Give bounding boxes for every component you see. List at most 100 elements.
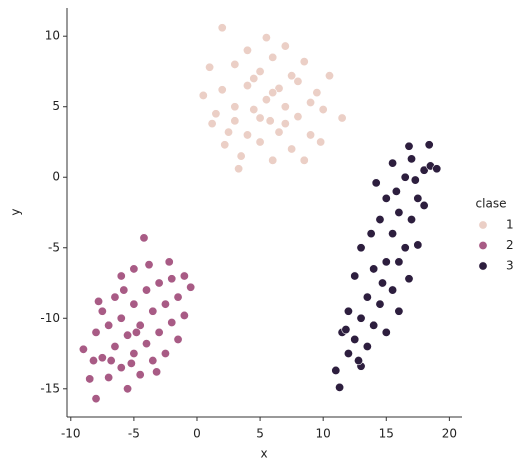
point xyxy=(350,271,360,281)
point xyxy=(413,240,423,250)
point xyxy=(407,215,417,225)
point xyxy=(280,102,290,112)
point xyxy=(400,243,410,253)
point xyxy=(316,137,326,147)
point xyxy=(154,278,164,288)
point xyxy=(404,274,414,284)
legend-marker xyxy=(478,261,488,271)
point xyxy=(419,165,429,175)
point xyxy=(139,233,149,243)
point xyxy=(97,353,107,363)
point xyxy=(293,112,303,122)
point xyxy=(419,200,429,210)
point xyxy=(106,356,116,366)
point xyxy=(242,130,252,140)
point xyxy=(230,116,240,126)
point xyxy=(207,119,217,129)
y-tick-label: -5 xyxy=(48,240,60,254)
point xyxy=(94,296,104,306)
point xyxy=(142,285,152,295)
point xyxy=(424,140,434,150)
x-tick-label: 0 xyxy=(193,427,201,441)
point xyxy=(343,306,353,316)
point xyxy=(224,127,234,137)
point xyxy=(312,88,322,98)
point xyxy=(280,119,290,129)
point xyxy=(167,274,177,284)
point xyxy=(234,164,244,174)
point xyxy=(179,310,189,320)
point xyxy=(129,299,139,309)
point xyxy=(116,313,126,323)
point xyxy=(198,90,208,100)
y-tick-label: 10 xyxy=(45,29,60,43)
point xyxy=(236,151,246,161)
point xyxy=(306,97,316,107)
point xyxy=(89,356,99,366)
point xyxy=(179,271,189,281)
point xyxy=(299,57,309,67)
point xyxy=(413,193,423,203)
point xyxy=(324,71,334,81)
point xyxy=(261,33,271,43)
point xyxy=(129,349,139,359)
legend-title: clase xyxy=(476,197,507,211)
point xyxy=(217,23,227,33)
point xyxy=(104,320,114,330)
point xyxy=(407,154,417,164)
point xyxy=(404,141,414,151)
point xyxy=(274,83,284,93)
point xyxy=(371,178,381,188)
point xyxy=(381,327,391,337)
point xyxy=(410,175,420,185)
legend-label: 3 xyxy=(506,259,514,273)
point xyxy=(129,264,139,274)
point xyxy=(160,299,170,309)
point xyxy=(268,52,278,62)
point xyxy=(110,341,120,351)
y-tick-label: 0 xyxy=(52,170,60,184)
point xyxy=(400,172,410,182)
point xyxy=(356,243,366,253)
point xyxy=(381,257,391,267)
legend-marker xyxy=(478,241,488,251)
point xyxy=(91,327,101,337)
point xyxy=(173,334,183,344)
point xyxy=(356,313,366,323)
y-axis-label: y xyxy=(9,208,23,215)
point xyxy=(230,59,240,69)
point xyxy=(366,229,376,239)
point xyxy=(369,264,379,274)
point xyxy=(123,330,133,340)
point xyxy=(211,109,221,119)
point xyxy=(261,95,271,105)
point xyxy=(335,382,345,392)
point xyxy=(186,282,196,292)
point xyxy=(173,292,183,302)
point xyxy=(144,260,154,270)
point xyxy=(148,306,158,316)
point xyxy=(268,155,278,165)
point xyxy=(377,278,387,288)
x-axis-label: x xyxy=(260,447,267,461)
point xyxy=(375,299,385,309)
point xyxy=(123,384,133,394)
point xyxy=(205,62,215,72)
x-tick-label: 15 xyxy=(379,427,394,441)
point xyxy=(230,102,240,112)
point xyxy=(78,344,88,354)
point xyxy=(394,306,404,316)
point xyxy=(268,88,278,98)
point xyxy=(287,144,297,154)
point xyxy=(341,325,351,335)
point xyxy=(154,327,164,337)
point xyxy=(388,229,398,239)
point xyxy=(249,105,259,115)
point xyxy=(116,271,126,281)
point xyxy=(249,74,259,84)
point xyxy=(85,374,95,384)
point xyxy=(142,339,152,349)
point xyxy=(97,306,107,316)
point xyxy=(135,320,145,330)
